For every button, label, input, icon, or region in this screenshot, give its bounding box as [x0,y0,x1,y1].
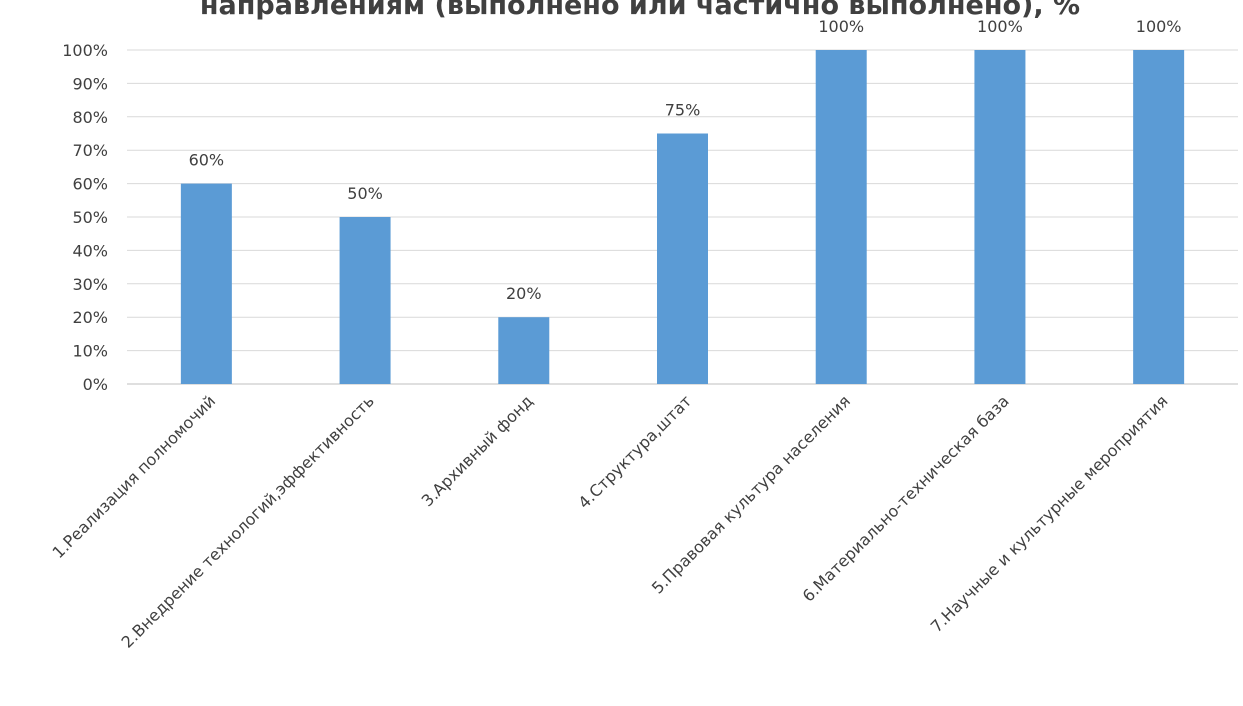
category-label: 3.Архивный фонд [418,391,537,510]
y-tick-label: 30% [72,275,108,294]
chart-title: направлениям (выполнено или частично вып… [200,0,1080,21]
y-tick-label: 60% [72,175,108,194]
bar [339,217,391,384]
data-label: 75% [665,101,701,120]
y-tick-label: 0% [83,375,108,394]
bar [180,183,232,384]
bar [974,50,1026,384]
y-tick-label: 50% [72,208,108,227]
y-tick-label: 10% [72,342,108,361]
data-label: 20% [506,284,542,303]
bar [815,50,867,384]
y-axis-ticks: 0% 10% 20% 30% 40% 50% 60% 70% 80% 90% 100% [62,41,108,394]
data-label: 50% [347,184,383,203]
data-labels: 60% 50% 20% 75% 100% 100% 100% [189,17,1182,303]
category-label: 1.Реализация полномочий [49,391,220,562]
y-tick-label: 100% [62,41,108,60]
data-label: 100% [1136,17,1182,36]
y-tick-label: 20% [72,308,108,327]
bars [180,50,1185,384]
y-tick-label: 80% [72,108,108,127]
y-tick-label: 70% [72,141,108,160]
data-label: 100% [977,17,1023,36]
bar [498,317,550,384]
y-tick-label: 90% [72,74,108,93]
y-tick-label: 40% [72,241,108,260]
data-label: 100% [818,17,864,36]
category-label: 4.Структура,штат [574,391,695,512]
category-label: 2.Внедрение технологий,эффективность [118,391,378,651]
data-label: 60% [189,151,225,170]
bar [657,133,708,384]
bar [1133,50,1185,384]
